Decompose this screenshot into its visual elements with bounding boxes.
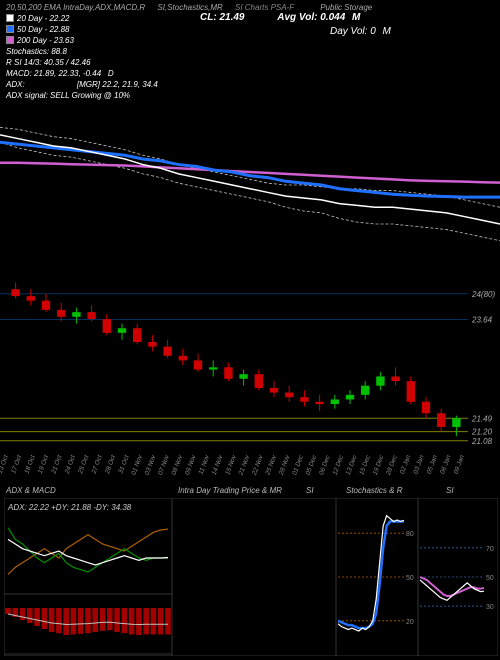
- svg-text:20: 20: [406, 619, 414, 626]
- macd-period: D: [108, 69, 114, 78]
- svg-text:50: 50: [486, 575, 494, 582]
- svg-text:31 Oct: 31 Oct: [117, 453, 131, 475]
- svg-text:21 Nov: 21 Nov: [237, 454, 251, 477]
- ma-chart: [0, 120, 500, 250]
- svg-text:28 Nov: 28 Nov: [278, 454, 292, 477]
- svg-text:19 Oct: 19 Oct: [37, 453, 51, 475]
- dayvol-label: Day Vol:: [330, 26, 370, 37]
- svg-text:15 Dec: 15 Dec: [358, 454, 372, 476]
- svg-text:25 Nov: 25 Nov: [264, 454, 278, 477]
- ma20-swatch: [6, 14, 14, 22]
- adx-mgr: [MGR] 22.2, 21.9, 34.4: [77, 80, 158, 89]
- svg-text:21 Oct: 21 Oct: [50, 453, 64, 475]
- avgvol-value: 0.044: [320, 12, 345, 23]
- svg-text:21.08: 21.08: [471, 437, 493, 446]
- svg-text:11 Nov: 11 Nov: [198, 454, 212, 476]
- intra-sub: SI: [306, 486, 314, 495]
- header-block: 20,50,200 EMA IntraDay,ADX,MACD,R SI,Sto…: [0, 0, 500, 103]
- svg-text:12 Dec: 12 Dec: [332, 454, 346, 476]
- dayvol-unit: M: [383, 26, 391, 37]
- svg-text:02 Jan: 02 Jan: [399, 454, 412, 475]
- dayvol-value: 0: [370, 26, 376, 37]
- intraday-panel: [172, 498, 336, 656]
- ma200-value: 23.63: [54, 36, 74, 45]
- svg-text:13 Dec: 13 Dec: [345, 454, 359, 476]
- rsi-value: SI 14/3: 40.35 / 42.46: [14, 58, 91, 67]
- rsi-label: R: [6, 58, 12, 67]
- intra-title: Intra Day Trading Price & MR: [178, 486, 282, 495]
- close-value: 21.49: [219, 12, 244, 23]
- svg-text:30: 30: [486, 604, 494, 611]
- svg-text:05 Dec: 05 Dec: [305, 454, 319, 476]
- candle-chart: 24(80) 23.64 21.49 21.2021.08 13 Oct17 Oct18…: [0, 280, 500, 490]
- stoch-sub: SI: [446, 486, 454, 495]
- svg-text:21.20: 21.20: [471, 428, 493, 437]
- svg-text:80: 80: [406, 531, 414, 538]
- svg-text:05 Jan: 05 Jan: [426, 454, 439, 475]
- svg-text:18 Oct: 18 Oct: [24, 453, 38, 475]
- svg-text:50: 50: [406, 575, 414, 582]
- title-mid: SI,Stochastics,MR: [157, 3, 222, 12]
- svg-text:09 Jan: 09 Jan: [453, 454, 466, 475]
- svg-text:17 Oct: 17 Oct: [10, 453, 24, 475]
- svg-text:01 Dec: 01 Dec: [291, 454, 305, 476]
- macd-values: 21.89, 22.33, -0.44: [34, 69, 101, 78]
- macd-label: MACD: [6, 69, 30, 78]
- rsi-panel: 30 50 70: [418, 498, 498, 656]
- svg-text:22 Nov: 22 Nov: [251, 454, 265, 477]
- svg-text:24(80): 24(80): [471, 290, 495, 299]
- svg-text:24 Oct: 24 Oct: [63, 453, 77, 475]
- svg-text:08 Nov: 08 Nov: [171, 454, 185, 476]
- stoch-title: Stochastics & R: [346, 486, 402, 495]
- svg-text:07 Nov: 07 Nov: [157, 454, 171, 476]
- avgvol-unit: M: [352, 12, 360, 23]
- svg-text:03 Jan: 03 Jan: [412, 454, 425, 475]
- company-name: Public Storage: [320, 3, 372, 12]
- svg-text:19 Dec: 19 Dec: [372, 454, 386, 476]
- svg-text:06 Jan: 06 Jan: [439, 454, 452, 475]
- stochastics-panel: 20 50 80: [336, 498, 418, 656]
- ma20-value: 22.22: [49, 14, 69, 23]
- svg-text:70: 70: [486, 546, 494, 553]
- svg-text:14 Nov: 14 Nov: [211, 454, 225, 476]
- svg-text:ADX: 22.22 +DY: 21.88 -DY: 3: ADX: 22.22 +DY: 21.88 -DY: 34.38: [7, 503, 132, 512]
- svg-text:28 Oct: 28 Oct: [104, 453, 118, 475]
- svg-text:01 Nov: 01 Nov: [130, 454, 144, 476]
- ma50-swatch: [6, 25, 14, 33]
- adx-macd-title: ADX & MACD: [6, 486, 56, 495]
- svg-text:13 Oct: 13 Oct: [0, 453, 10, 475]
- stoch-value: 88.8: [51, 47, 67, 56]
- svg-text:06 Dec: 06 Dec: [318, 454, 332, 476]
- stoch-label: Stochastics: [6, 47, 47, 56]
- svg-text:25 Oct: 25 Oct: [77, 453, 91, 475]
- ma20-label: 20 Day: [17, 14, 42, 23]
- svg-text:03 Nov: 03 Nov: [144, 454, 158, 476]
- adx-macd-panel: ADX: 22.22 +DY: 21.88 -DY: 34.38: [4, 498, 172, 656]
- ma200-label: 200 Day: [17, 36, 47, 45]
- adx-signal: ADX signal: SELL Growing @ 10%: [6, 91, 130, 100]
- svg-text:21.49: 21.49: [471, 414, 493, 423]
- title-chart: SI Charts PSA-F: [235, 3, 294, 12]
- ma50-label: 50 Day: [17, 25, 42, 34]
- ma200-swatch: [6, 36, 14, 44]
- svg-text:15 Nov: 15 Nov: [224, 454, 238, 476]
- svg-text:23.64: 23.64: [471, 316, 493, 325]
- close-label: CL:: [200, 12, 219, 23]
- adx-label: ADX: [6, 80, 22, 89]
- root: 20,50,200 EMA IntraDay,ADX,MACD,R SI,Sto…: [0, 0, 500, 660]
- avgvol-label: Avg Vol:: [277, 12, 320, 23]
- svg-text:28 Dec: 28 Dec: [385, 454, 399, 477]
- svg-text:27 Oct: 27 Oct: [90, 453, 104, 475]
- ma50-value: 22.88: [49, 25, 69, 34]
- title-left: 20,50,200 EMA IntraDay,ADX,MACD,R: [6, 3, 145, 12]
- svg-text:09 Nov: 09 Nov: [184, 454, 198, 476]
